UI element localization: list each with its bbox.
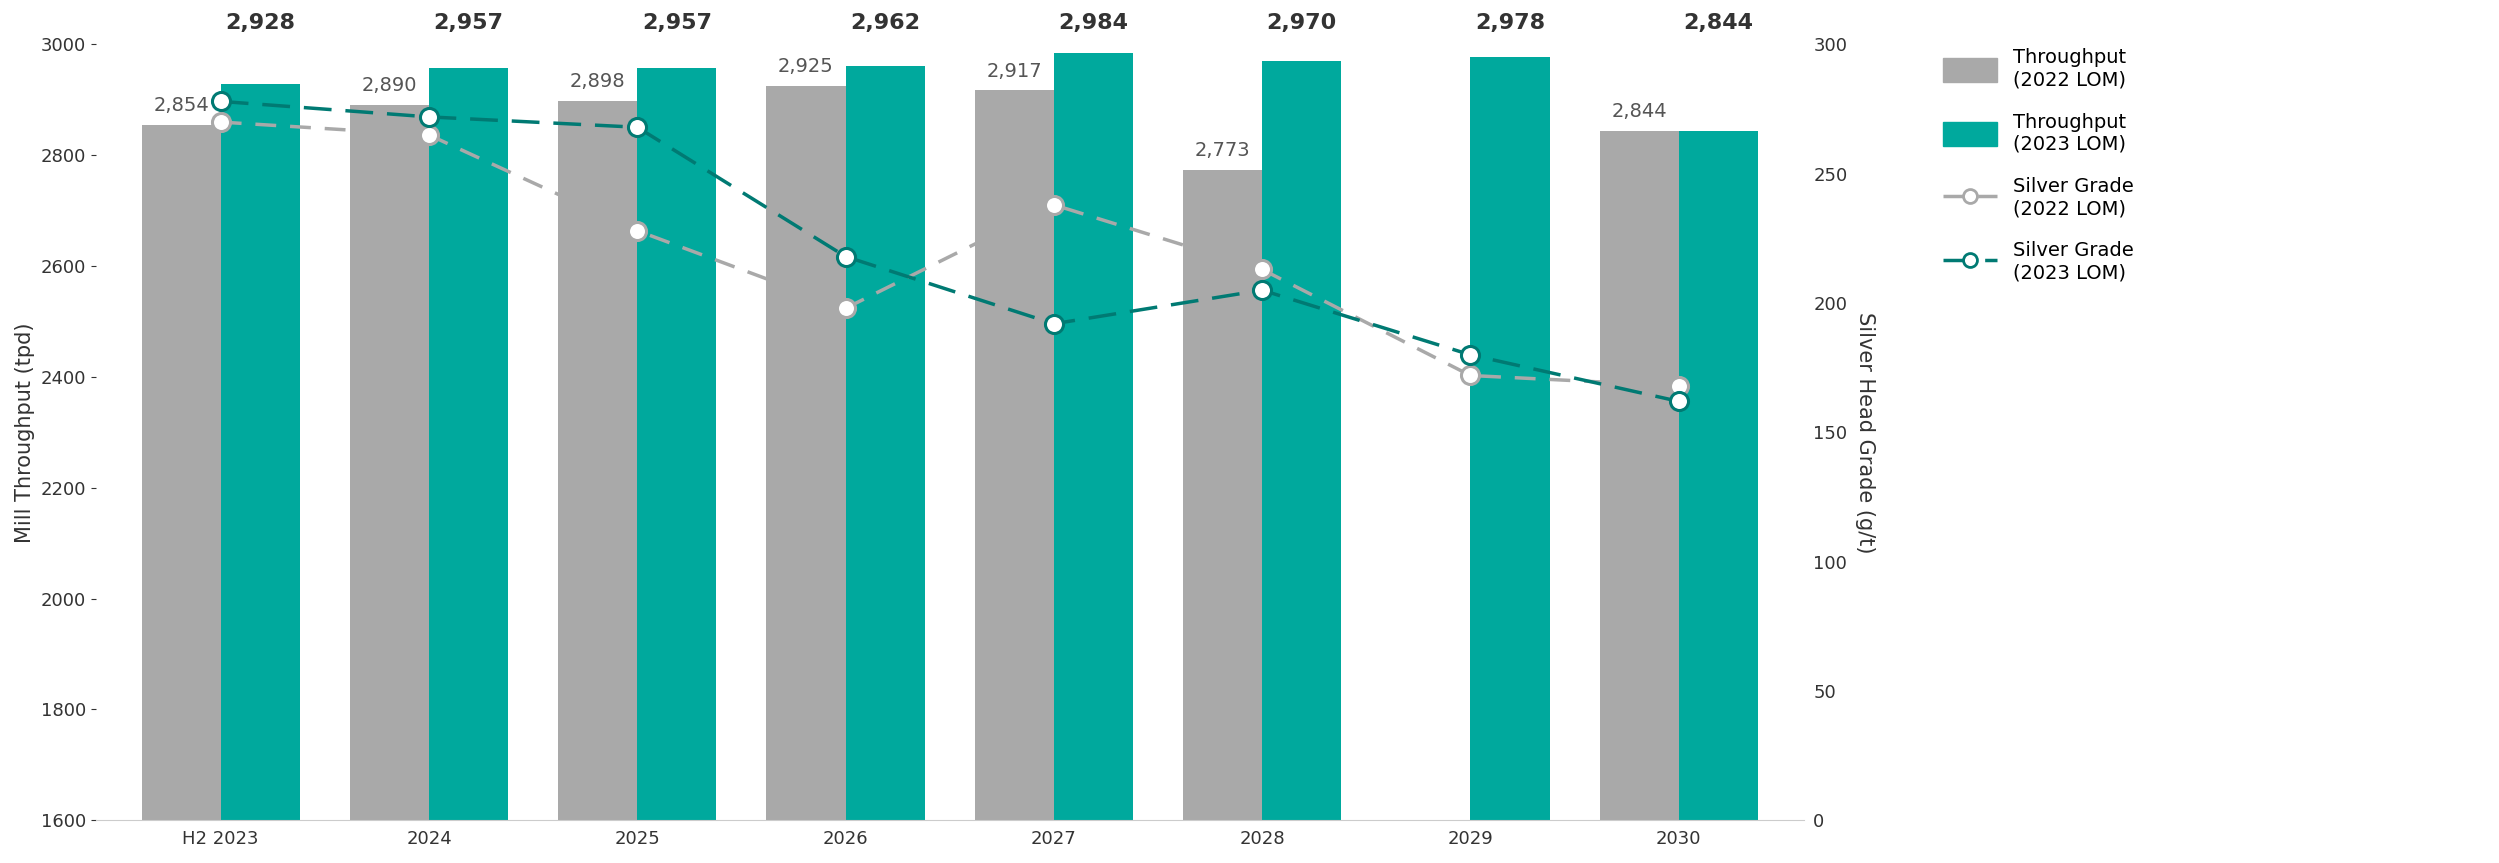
Text: 2,917: 2,917 <box>987 61 1042 80</box>
Text: 2,844: 2,844 <box>1612 102 1667 121</box>
Bar <box>430 68 507 863</box>
Bar <box>975 91 1055 863</box>
Bar <box>637 68 717 863</box>
Text: 2,925: 2,925 <box>777 57 835 76</box>
Legend: Throughput
(2022 LOM), Throughput
(2023 LOM), Silver Grade
(2022 LOM), Silver Gr: Throughput (2022 LOM), Throughput (2023 … <box>1932 39 2144 293</box>
Text: 2,957: 2,957 <box>642 14 712 34</box>
Text: 2,844: 2,844 <box>1684 14 1754 34</box>
Text: 2,890: 2,890 <box>362 77 417 96</box>
Text: 2,962: 2,962 <box>850 14 920 34</box>
Text: 2,984: 2,984 <box>1060 14 1130 34</box>
Text: 2,773: 2,773 <box>1195 142 1250 161</box>
Text: 2,957: 2,957 <box>435 14 505 34</box>
Y-axis label: Mill Throughput (tpd): Mill Throughput (tpd) <box>15 322 35 543</box>
Bar <box>557 101 637 863</box>
Bar <box>845 66 925 863</box>
Text: 2,970: 2,970 <box>1267 14 1337 34</box>
Text: 2,978: 2,978 <box>1474 14 1544 34</box>
Bar <box>1469 57 1549 863</box>
Text: 2,854: 2,854 <box>152 97 210 116</box>
Bar <box>142 125 220 863</box>
Bar <box>1679 131 1757 863</box>
Bar <box>1599 131 1679 863</box>
Bar <box>1055 54 1132 863</box>
Bar <box>350 105 430 863</box>
Bar <box>1182 170 1262 863</box>
Bar <box>220 85 300 863</box>
Text: 2,928: 2,928 <box>225 14 295 34</box>
Y-axis label: Silver Head Grade (g/t): Silver Head Grade (g/t) <box>1854 312 1874 553</box>
Bar <box>1262 61 1342 863</box>
Text: 2,898: 2,898 <box>570 72 625 91</box>
Bar <box>767 86 845 863</box>
